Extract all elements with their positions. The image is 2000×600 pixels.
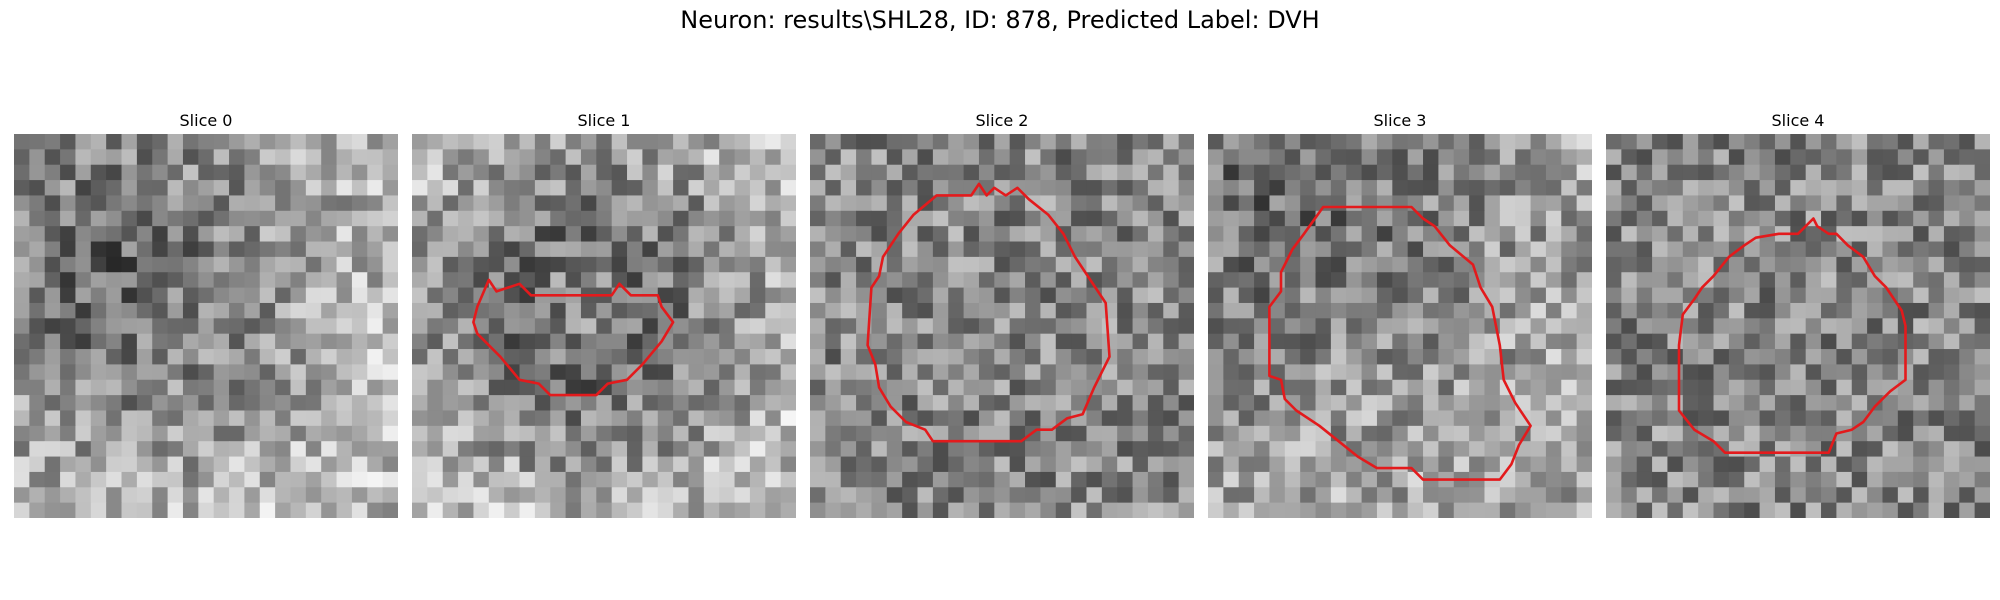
slice-pixels xyxy=(1208,134,1592,518)
slice-title: Slice 1 xyxy=(577,111,631,130)
roi-outline xyxy=(1677,217,1907,455)
roi-outline xyxy=(472,278,675,397)
slice-image xyxy=(412,134,796,518)
slice-panel-3: Slice 3 xyxy=(1208,108,1592,518)
slice-title: Slice 3 xyxy=(1373,111,1427,130)
slice-pixels xyxy=(810,134,1194,518)
slice-title: Slice 0 xyxy=(179,111,233,130)
slice-pixels xyxy=(412,134,796,518)
roi-outline xyxy=(1268,205,1532,481)
slice-panel-2: Slice 2 xyxy=(810,108,1194,518)
slice-title: Slice 4 xyxy=(1771,111,1825,130)
slice-image xyxy=(1208,134,1592,518)
slice-image xyxy=(14,134,398,518)
slice-image xyxy=(810,134,1194,518)
figure-title: Neuron: results\SHL28, ID: 878, Predicte… xyxy=(680,6,1320,34)
roi-outline xyxy=(866,182,1111,443)
slice-pixels xyxy=(1606,134,1990,518)
slice-panel-4: Slice 4 xyxy=(1606,108,1990,518)
slice-pixels xyxy=(14,134,398,518)
slice-image xyxy=(1606,134,1990,518)
slice-panel-1: Slice 1 xyxy=(412,108,796,518)
slice-panel-0: Slice 0 xyxy=(14,108,398,518)
slice-title: Slice 2 xyxy=(975,111,1029,130)
